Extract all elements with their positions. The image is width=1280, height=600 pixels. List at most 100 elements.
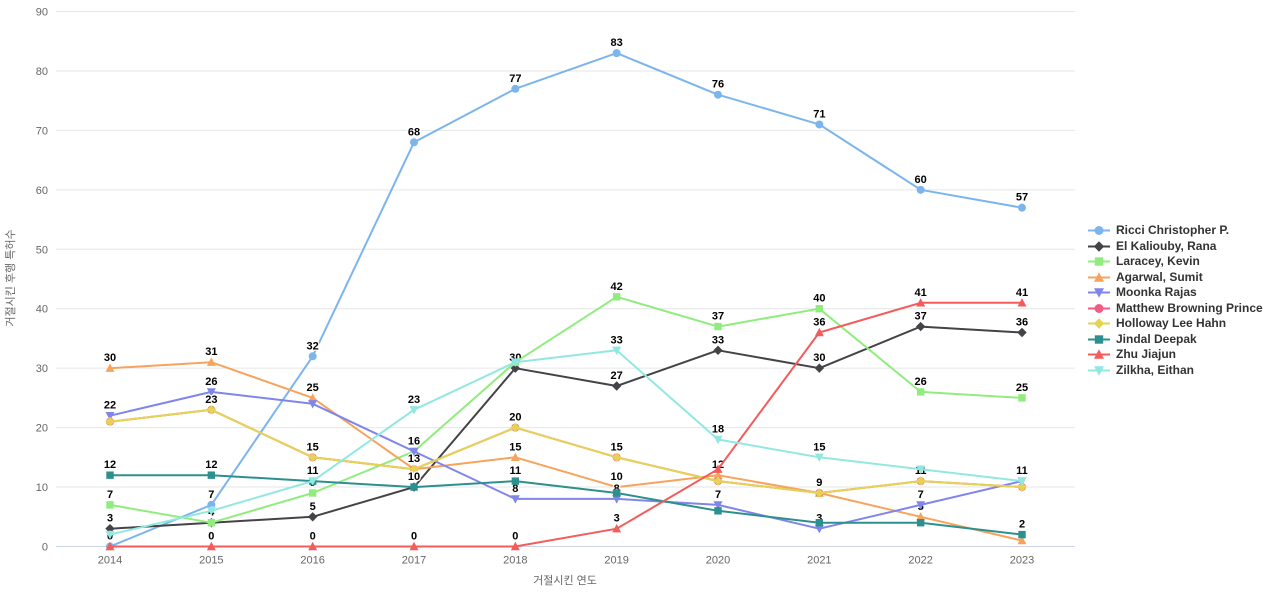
data-point xyxy=(1017,482,1027,492)
data-label: 3 xyxy=(614,513,620,525)
data-point xyxy=(1017,298,1027,307)
data-point xyxy=(308,400,318,409)
legend-item-laracey-kevin[interactable]: Laracey, Kevin xyxy=(1087,254,1263,270)
data-label: 83 xyxy=(611,37,623,49)
legend-item-moonka-rajas[interactable]: Moonka Rajas xyxy=(1087,285,1263,301)
data-label: 12 xyxy=(104,459,116,471)
data-point xyxy=(207,519,216,527)
data-point xyxy=(409,464,419,474)
legend-label: Moonka Rajas xyxy=(1116,285,1197,299)
data-point xyxy=(815,120,824,129)
data-label: 11 xyxy=(307,465,319,477)
data-label: 12 xyxy=(205,459,217,471)
data-label: 36 xyxy=(813,317,825,329)
data-point xyxy=(510,422,521,433)
data-point xyxy=(612,49,621,58)
data-point xyxy=(106,471,114,479)
data-label: 9 xyxy=(816,477,822,489)
data-point xyxy=(106,501,114,509)
legend-item-ricci-christopher-p[interactable]: Ricci Christopher P. xyxy=(1087,223,1263,239)
data-point xyxy=(105,530,115,540)
data-point xyxy=(308,489,317,497)
data-label: 33 xyxy=(611,334,623,346)
data-point xyxy=(815,519,824,527)
data-point xyxy=(307,452,318,463)
data-point xyxy=(206,405,217,415)
data-label: 15 xyxy=(509,441,521,453)
data-point xyxy=(612,293,621,301)
data-point xyxy=(206,507,216,516)
legend-marker-icon xyxy=(1088,318,1110,329)
data-label: 25 xyxy=(1016,382,1028,394)
legend-label: Jindal Deepak xyxy=(1116,331,1197,346)
y-tick-label: 90 xyxy=(36,7,48,19)
legend-marker-icon xyxy=(1088,288,1110,298)
x-tick-label: 2021 xyxy=(807,555,831,567)
data-point xyxy=(611,452,622,463)
data-point xyxy=(207,471,216,479)
data-label: 36 xyxy=(1016,317,1028,329)
data-label: 31 xyxy=(205,346,217,358)
data-point xyxy=(814,453,824,463)
data-point xyxy=(409,406,419,415)
x-tick-label: 2015 xyxy=(199,555,223,567)
data-point xyxy=(713,435,723,445)
legend-marker-icon xyxy=(1088,366,1110,376)
x-tick-label: 2018 xyxy=(503,555,527,567)
x-tick-label: 2014 xyxy=(98,555,122,567)
legend-item-agarwal-sumit[interactable]: Agarwal, Sumit xyxy=(1087,270,1263,286)
data-point xyxy=(915,476,926,486)
data-label: 41 xyxy=(1016,287,1028,299)
legend-marker-icon xyxy=(1088,335,1110,344)
legend-label: Zilkha, Eithan xyxy=(1116,362,1195,377)
data-label: 22 xyxy=(104,400,116,412)
data-label: 7 xyxy=(107,489,113,501)
legend-item-holloway-lee-hahn[interactable]: Holloway Lee Hahn xyxy=(1087,316,1263,332)
legend-item-el-kaliouby-rana[interactable]: El Kaliouby, Rana xyxy=(1087,239,1263,255)
data-point xyxy=(105,541,115,551)
data-point xyxy=(1018,203,1026,212)
data-point xyxy=(308,352,317,361)
data-label: 37 xyxy=(712,311,724,323)
data-point xyxy=(307,512,318,522)
legend-item-zhu-jiajun[interactable]: Zhu Jiajun xyxy=(1087,347,1263,363)
data-label: 7 xyxy=(715,489,721,501)
data-point xyxy=(815,305,824,313)
data-label: 0 xyxy=(512,531,518,543)
x-tick-label: 2017 xyxy=(402,555,426,567)
data-label: 57 xyxy=(1016,192,1028,204)
data-label: 68 xyxy=(408,126,420,138)
data-label: 16 xyxy=(408,435,420,447)
data-label: 3 xyxy=(107,513,113,525)
data-point xyxy=(916,465,926,474)
data-label: 30 xyxy=(813,352,825,364)
data-label: 15 xyxy=(611,441,623,453)
y-tick-label: 20 xyxy=(36,423,48,435)
legend-label: Matthew Browning Prince xyxy=(1116,300,1263,315)
x-tick-label: 2019 xyxy=(604,555,628,567)
data-label: 8 xyxy=(614,483,620,495)
data-point xyxy=(511,477,520,485)
data-point xyxy=(410,138,418,147)
series-zhu-jiajun: 000003364141 xyxy=(105,286,1029,551)
legend-item-zilkha-eithan[interactable]: Zilkha, Eithan xyxy=(1087,363,1263,379)
data-point xyxy=(308,393,318,402)
legend-item-jindal-deepak[interactable]: Jindal Deepak xyxy=(1087,332,1263,348)
legend-item-matthew-browning-prince[interactable]: Matthew Browning Prince xyxy=(1087,301,1263,317)
y-tick-label: 0 xyxy=(42,542,48,554)
data-point xyxy=(714,322,722,331)
data-point xyxy=(207,500,216,509)
data-label: 71 xyxy=(813,108,825,120)
data-label: 11 xyxy=(1016,465,1028,477)
legend-marker-icon xyxy=(1088,257,1110,266)
x-axis-title: 거절시킨 연도 xyxy=(533,574,597,587)
data-point xyxy=(611,381,622,391)
data-label: 7 xyxy=(918,489,924,501)
data-point xyxy=(915,321,926,332)
data-point xyxy=(713,476,723,486)
data-label: 40 xyxy=(813,293,825,305)
data-label: 33 xyxy=(712,334,724,346)
y-tick-label: 60 xyxy=(36,185,48,197)
y-tick-label: 30 xyxy=(36,363,48,375)
